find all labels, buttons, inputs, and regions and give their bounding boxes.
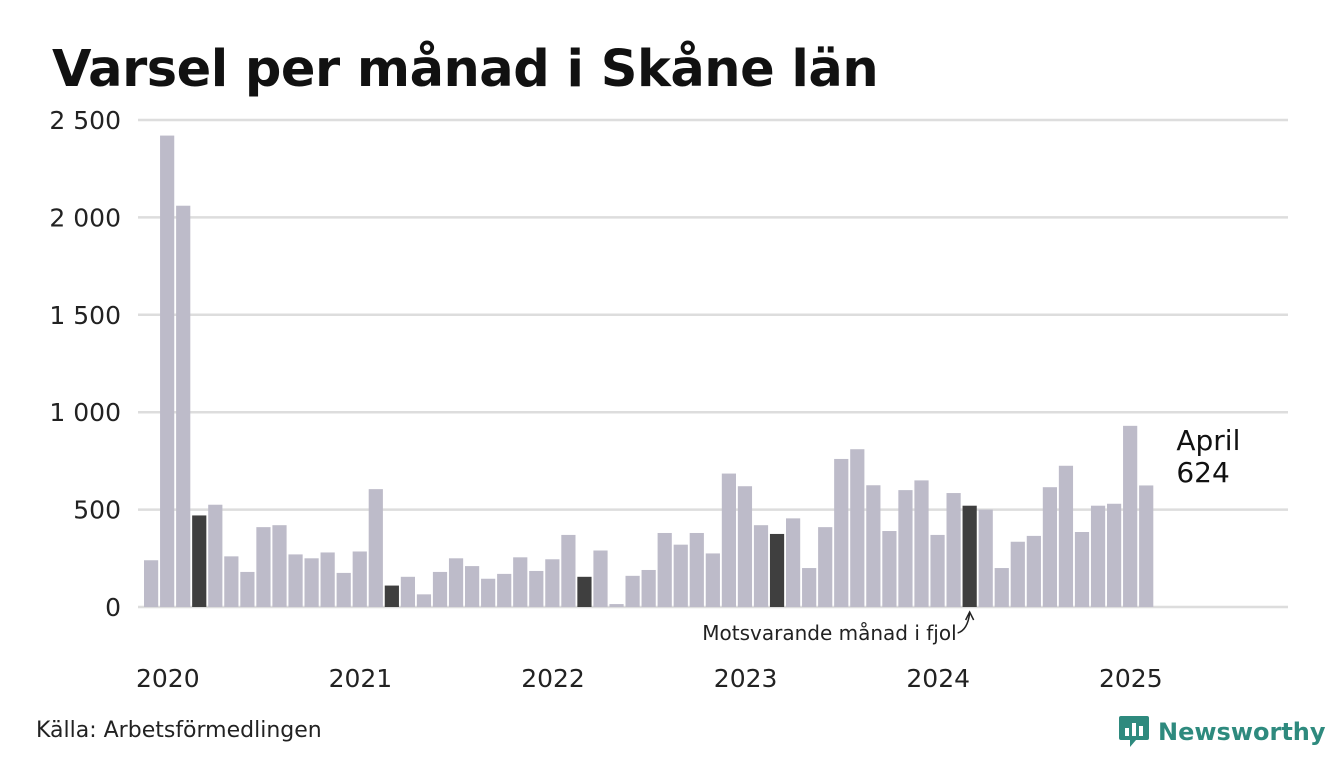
- current-month-label: April: [1176, 424, 1240, 457]
- bar: [336, 572, 351, 607]
- bar: [481, 578, 496, 607]
- bar: [513, 557, 528, 607]
- bar: [721, 473, 736, 607]
- bar: [689, 532, 704, 607]
- bar: [609, 604, 624, 607]
- bar: [144, 560, 159, 607]
- bar: [304, 558, 319, 607]
- y-tick-label: 0: [105, 593, 121, 622]
- bar: [753, 525, 769, 607]
- bar-same-month: [384, 585, 399, 607]
- bar: [1010, 541, 1025, 607]
- brand-name: Newsworthy: [1158, 718, 1326, 746]
- bar-same-month: [577, 576, 592, 607]
- bar-same-month: [769, 533, 785, 607]
- annotation-arrowhead: [964, 610, 975, 621]
- x-tick-label: 2023: [714, 664, 778, 693]
- bar: [416, 594, 432, 607]
- bar: [850, 449, 865, 607]
- bar: [320, 552, 335, 607]
- y-tick-label: 1 500: [49, 301, 121, 330]
- source-label: Källa: Arbetsförmedlingen: [36, 718, 322, 743]
- bar: [1058, 465, 1074, 607]
- chart-title: Varsel per månad i Skåne län: [52, 40, 879, 99]
- bar-chart: 0 500 1 000 1 500 2 000 2 500 2020 2021 2022 2023…: [49, 106, 1288, 693]
- current-value-label: 624: [1176, 456, 1229, 489]
- bar: [641, 569, 656, 607]
- bar: [529, 570, 544, 607]
- bar: [1042, 487, 1057, 607]
- bar: [1074, 532, 1090, 607]
- bar: [160, 135, 175, 608]
- brand-logo: Newsworthy: [1118, 712, 1326, 752]
- bar: [898, 490, 913, 607]
- bar: [673, 544, 688, 607]
- bar: [352, 551, 367, 607]
- bar: [256, 527, 271, 607]
- x-tick-label: 2020: [136, 664, 200, 693]
- newsworthy-icon: [1119, 716, 1149, 747]
- bar: [946, 493, 961, 607]
- bar: [834, 458, 849, 607]
- bar-same-month: [192, 515, 207, 607]
- bar: [240, 571, 255, 607]
- bar: [400, 576, 415, 607]
- bar: [545, 559, 560, 607]
- bar: [818, 527, 833, 607]
- bar: [657, 532, 672, 607]
- bar: [208, 504, 223, 607]
- bar: [914, 480, 929, 607]
- x-tick-label: 2025: [1099, 664, 1163, 693]
- bar: [930, 534, 945, 607]
- bar: [593, 550, 608, 607]
- bar: [1107, 503, 1122, 607]
- bar: [737, 486, 753, 607]
- y-tick-label: 2 500: [49, 106, 121, 135]
- bar: [272, 525, 287, 607]
- bar: [176, 205, 191, 607]
- y-tick-label: 2 000: [49, 203, 121, 232]
- annotation-arrow: [957, 612, 971, 634]
- bar: [368, 489, 383, 607]
- bar: [288, 554, 303, 607]
- bar: [705, 553, 720, 607]
- bar: [1090, 505, 1106, 607]
- bar: [497, 573, 512, 607]
- bar: [224, 556, 239, 607]
- bar: [786, 518, 801, 607]
- bar-same-month: [962, 505, 977, 607]
- annotation-text: Motsvarande månad i fjol: [702, 621, 956, 645]
- bar: [432, 571, 448, 607]
- x-tick-label: 2022: [521, 664, 585, 693]
- bar: [882, 531, 897, 607]
- y-tick-label: 1 000: [49, 398, 121, 427]
- bar: [978, 509, 993, 607]
- bar: [625, 575, 640, 607]
- x-tick-label: 2024: [906, 664, 970, 693]
- bar: [1139, 485, 1154, 607]
- bar: [994, 568, 1009, 607]
- bar: [561, 534, 576, 607]
- bar: [1123, 425, 1138, 607]
- bar: [1026, 535, 1041, 607]
- bar: [448, 558, 464, 607]
- y-tick-label: 500: [73, 496, 121, 525]
- x-tick-label: 2021: [329, 664, 393, 693]
- bar: [465, 566, 480, 607]
- bar: [866, 485, 881, 607]
- bar: [802, 568, 817, 607]
